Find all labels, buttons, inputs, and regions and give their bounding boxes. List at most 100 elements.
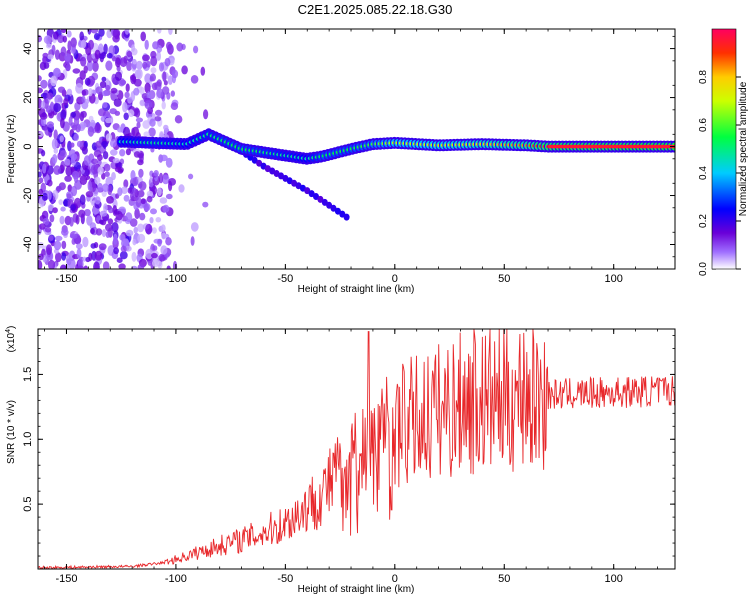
noise-blob <box>54 235 63 241</box>
noise-blob <box>43 62 50 69</box>
noise-blob <box>42 56 48 63</box>
noise-blob <box>162 71 167 82</box>
noise-blob <box>76 140 84 148</box>
noise-blob <box>137 223 145 233</box>
noise-blob <box>88 39 94 50</box>
noise-blob <box>120 245 127 253</box>
noise-blob <box>138 168 144 178</box>
noise-blob <box>81 146 88 155</box>
noise-blob <box>121 186 128 194</box>
noise-blob <box>157 238 163 245</box>
noise-blob <box>71 153 78 161</box>
noise-blob <box>163 124 169 131</box>
noise-blob <box>167 75 173 85</box>
noise-blob <box>125 212 133 223</box>
noise-blob <box>79 31 84 41</box>
noise-blob <box>126 61 132 71</box>
noise-blob <box>38 34 43 43</box>
noise-blob <box>124 91 130 99</box>
noise-blob <box>94 250 103 261</box>
noise-blob <box>113 247 119 255</box>
noise-blob <box>94 49 101 60</box>
noise-blob <box>133 87 140 96</box>
noise-blob <box>165 193 173 200</box>
noise-blob <box>137 264 145 269</box>
noise-blob <box>156 51 161 61</box>
noise-blob <box>158 253 166 262</box>
noise-blob <box>97 166 104 175</box>
noise-blob <box>102 183 109 192</box>
noise-blob <box>157 261 163 269</box>
noise-blob <box>131 44 136 52</box>
noise-blob <box>42 163 47 174</box>
noise-blob <box>58 199 63 205</box>
snr-series-line <box>38 329 675 569</box>
chart-title: C2E1.2025.085.22.18.G30 <box>297 2 453 17</box>
bottom-xtick-label: -150 <box>55 573 77 585</box>
noise-blob <box>71 111 76 118</box>
noise-blob <box>125 83 130 92</box>
noise-blob <box>45 105 52 114</box>
noise-blob <box>66 30 72 38</box>
noise-blob <box>105 60 113 71</box>
noise-blob <box>52 207 58 214</box>
noise-blob <box>164 57 171 67</box>
noise-blob <box>139 152 144 163</box>
noise-blob <box>41 150 46 157</box>
noise-blob <box>83 65 88 74</box>
noise-blob <box>148 127 156 137</box>
noise-blob <box>160 154 168 162</box>
noise-blob <box>99 210 108 217</box>
noise-blob <box>63 98 69 106</box>
noise-blob <box>60 29 67 34</box>
noise-blob <box>97 182 103 192</box>
noise-blob <box>60 109 67 121</box>
noise-blob <box>166 41 172 51</box>
noise-blob <box>126 50 133 58</box>
noise-blob <box>79 121 87 129</box>
noise-blob <box>202 201 209 208</box>
noise-blob <box>67 140 72 152</box>
noise-blob <box>132 59 137 65</box>
noise-blob <box>50 75 58 87</box>
noise-blob <box>110 149 118 156</box>
noise-blob <box>106 29 113 39</box>
noise-blob <box>135 196 142 208</box>
noise-blob <box>54 49 60 60</box>
noise-blob <box>124 29 130 35</box>
noise-blob <box>87 126 95 137</box>
noise-blob <box>151 82 158 91</box>
noise-blob <box>151 227 157 234</box>
noise-blob <box>98 108 106 117</box>
noise-blob <box>70 204 77 211</box>
noise-blob <box>133 226 138 234</box>
noise-blob <box>73 133 79 141</box>
secondary-trace-blob <box>313 193 319 200</box>
bottom-xlabel: Height of straight line (km) <box>298 584 415 595</box>
noise-blob <box>161 101 166 110</box>
noise-blob <box>103 203 108 213</box>
noise-blob <box>90 243 97 249</box>
noise-blob <box>111 222 119 233</box>
noise-blob <box>152 41 159 50</box>
noise-blob <box>142 120 150 129</box>
noise-blob <box>110 87 118 94</box>
noise-blob <box>53 69 61 78</box>
noise-blob <box>94 176 101 185</box>
noise-blob <box>72 68 81 74</box>
noise-blob <box>87 180 93 192</box>
noise-blob <box>76 265 85 269</box>
noise-blob <box>107 218 114 225</box>
secondary-trace-blob <box>308 190 315 198</box>
noise-blob <box>39 223 46 230</box>
noise-blob <box>122 238 130 247</box>
noise-blob <box>66 254 71 266</box>
colorbar-label: Normalized spectral amplitude <box>738 81 749 216</box>
noise-blob <box>161 232 167 240</box>
noise-blob <box>103 43 108 55</box>
noise-blob <box>137 233 146 243</box>
noise-blob <box>65 64 71 72</box>
bottom-xtick-label: 100 <box>605 573 623 585</box>
snr-line-plot <box>38 329 675 569</box>
